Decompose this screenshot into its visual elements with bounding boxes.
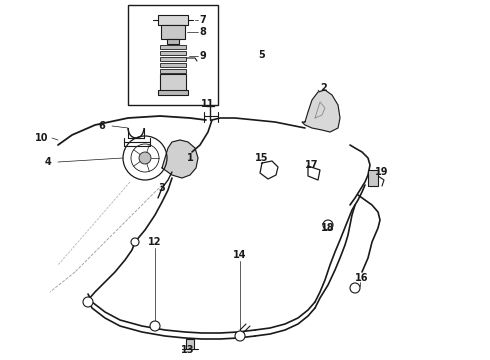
Text: 4: 4 <box>45 157 51 167</box>
Bar <box>160 74 186 92</box>
Text: 13: 13 <box>181 345 195 355</box>
Text: 1: 1 <box>187 153 194 163</box>
Text: 7: 7 <box>199 15 206 25</box>
Bar <box>160 69 186 73</box>
Text: 10: 10 <box>35 133 49 143</box>
Circle shape <box>139 152 151 164</box>
Text: 16: 16 <box>355 273 369 283</box>
Bar <box>186 339 194 349</box>
Circle shape <box>235 331 245 341</box>
Bar <box>128 5 218 105</box>
Circle shape <box>131 238 139 246</box>
Text: 11: 11 <box>201 99 215 109</box>
Bar <box>161 25 185 39</box>
Bar <box>160 51 186 55</box>
Text: 8: 8 <box>199 27 206 37</box>
Text: 9: 9 <box>199 51 206 61</box>
Text: 18: 18 <box>321 223 335 233</box>
Text: 19: 19 <box>375 167 389 177</box>
Bar <box>158 90 188 95</box>
Bar <box>160 63 186 67</box>
Text: 17: 17 <box>305 160 319 170</box>
Text: 5: 5 <box>259 50 266 60</box>
Bar <box>368 170 378 186</box>
Polygon shape <box>302 90 340 132</box>
Bar <box>160 57 186 61</box>
Polygon shape <box>162 140 198 178</box>
Text: 15: 15 <box>255 153 269 163</box>
Bar <box>160 45 186 49</box>
Circle shape <box>350 283 360 293</box>
Bar <box>167 39 179 44</box>
Circle shape <box>83 297 93 307</box>
Text: 12: 12 <box>148 237 162 247</box>
Bar <box>158 15 188 25</box>
Circle shape <box>323 220 333 230</box>
Circle shape <box>150 321 160 331</box>
Text: 14: 14 <box>233 250 247 260</box>
Text: 6: 6 <box>98 121 105 131</box>
Text: 3: 3 <box>159 183 166 193</box>
Text: 2: 2 <box>320 83 327 93</box>
